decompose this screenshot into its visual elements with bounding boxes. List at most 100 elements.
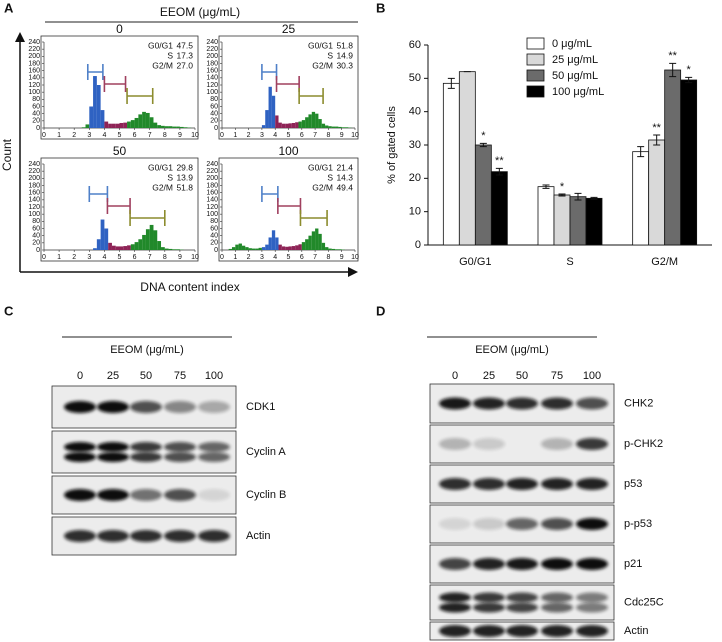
band — [130, 452, 162, 462]
y-tick-label: 240 — [28, 39, 40, 46]
band — [198, 452, 230, 462]
histogram-bar — [291, 246, 296, 250]
x-tick-label: 3 — [260, 132, 264, 139]
histogram-bar — [315, 113, 319, 128]
histogram-bar — [285, 246, 289, 250]
x-axis-label: DNA content index — [140, 280, 239, 294]
y-tick-label: 0 — [214, 125, 218, 132]
histogram-bar — [248, 248, 252, 250]
bar — [458, 71, 476, 246]
y-tick-label: 160 — [206, 68, 218, 75]
histogram-bar — [153, 230, 158, 250]
stat-value: 27.0 — [176, 60, 193, 70]
histogram-bar — [271, 95, 276, 128]
histogram-bar — [127, 121, 131, 128]
stat-phase: S — [327, 50, 333, 60]
x-tick-label: 2 — [247, 132, 251, 139]
x-tick-label: 4 — [273, 132, 277, 139]
histogram-bar — [183, 127, 188, 128]
panel-title: 0 — [116, 22, 123, 36]
y-tick-label: 240 — [206, 39, 218, 46]
x-tick-label: 1 — [57, 132, 61, 139]
lane-label: 50 — [516, 370, 528, 382]
histogram-bar — [157, 241, 162, 250]
band — [64, 452, 96, 462]
histogram-bar — [268, 86, 272, 128]
band — [576, 518, 608, 530]
x-tick-label: 0 — [42, 132, 46, 139]
blot-label: CHK2 — [624, 397, 653, 409]
gate-bracket — [299, 210, 328, 226]
histogram-bar — [325, 125, 329, 128]
histogram-bar — [321, 242, 326, 250]
y-tick-label: 40 — [32, 111, 40, 118]
lane-label: 25 — [107, 370, 119, 382]
histogram-bar — [172, 249, 177, 250]
error-bar — [495, 167, 503, 176]
y-tick-label: 80 — [32, 96, 40, 103]
histogram-bar — [335, 249, 339, 250]
y-tick-label: 140 — [206, 197, 218, 204]
lane-label: 0 — [77, 370, 83, 382]
stat-value: 14.9 — [336, 50, 353, 60]
y-tick-label: 120 — [206, 82, 218, 89]
blot-label: Cyclin B — [246, 489, 286, 501]
histogram-bar — [100, 110, 105, 128]
y-tick-label: 30 — [409, 139, 421, 151]
band — [576, 438, 608, 450]
band — [198, 489, 230, 501]
y-tick-label: 120 — [28, 82, 40, 89]
band — [198, 401, 230, 413]
x-tick-label: 6 — [300, 132, 304, 139]
x-tick-label: 6 — [133, 254, 137, 261]
panel-frame — [40, 35, 199, 140]
histogram-bar — [138, 239, 143, 250]
band — [576, 397, 608, 410]
y-tick-label: 20 — [409, 172, 421, 184]
histogram-bar — [111, 245, 116, 250]
x-tick-label: 8 — [326, 132, 330, 139]
panel-title: 50 — [113, 144, 127, 158]
x-tick-label: 9 — [340, 254, 344, 261]
legend-swatch — [526, 69, 545, 82]
histogram-bar — [275, 237, 279, 250]
x-tick-label: 1 — [233, 254, 237, 261]
band — [97, 530, 129, 542]
histogram-bar — [338, 249, 342, 250]
y-tick-label: 0 — [415, 239, 421, 251]
histogram-bar — [123, 246, 128, 250]
histogram-bar — [176, 126, 180, 128]
histogram-bar — [168, 126, 173, 128]
band — [164, 452, 196, 462]
bar — [664, 69, 682, 246]
significance: ** — [668, 50, 677, 62]
y-tick-label: 0 — [36, 125, 40, 132]
histogram-bar — [318, 233, 322, 250]
histogram-bar — [127, 245, 131, 250]
histogram-bar — [85, 124, 90, 128]
band — [97, 401, 129, 413]
y-tick-label: 220 — [206, 46, 218, 53]
x-tick-label: 0 — [220, 254, 224, 261]
histogram-bar — [288, 246, 292, 250]
histogram-bar — [278, 122, 282, 128]
x-tick-label: G0/G1 — [459, 256, 491, 268]
band — [64, 530, 96, 542]
x-tick-label: 10 — [351, 132, 359, 139]
histogram-bar — [305, 239, 309, 250]
y-tick-label: 40 — [210, 111, 218, 118]
error-bar — [479, 142, 487, 148]
stat-phase: G2/M — [312, 182, 333, 192]
histogram-bar — [96, 85, 101, 128]
band — [439, 625, 471, 637]
blot-label: Cdc25C — [624, 596, 664, 608]
panel-title: 25 — [282, 22, 296, 36]
x-tick-label: 3 — [87, 254, 91, 261]
band — [506, 397, 538, 410]
histogram-bar — [315, 228, 319, 250]
y-tick-label: 100 — [28, 211, 40, 218]
band — [576, 602, 608, 613]
histogram-bar — [108, 123, 112, 128]
bar — [569, 196, 587, 246]
